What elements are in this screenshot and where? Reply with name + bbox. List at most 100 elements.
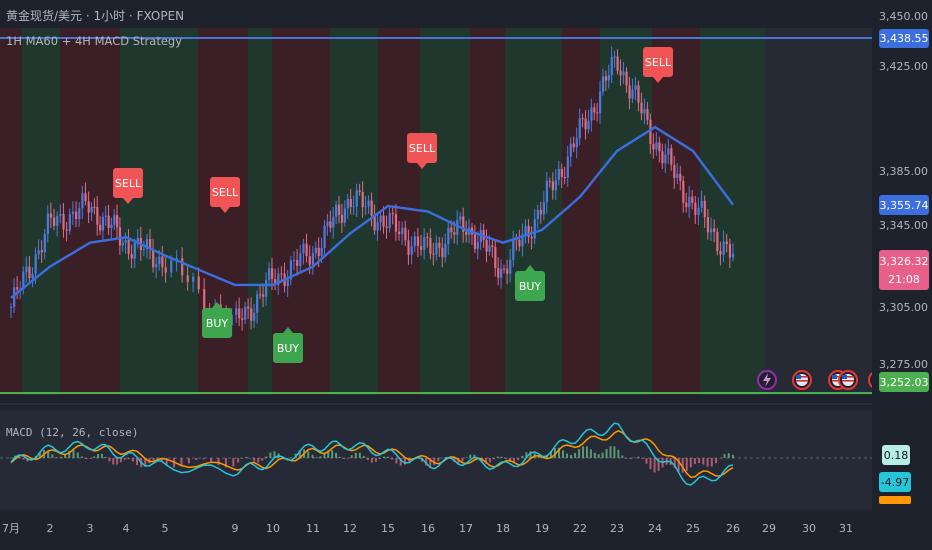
us-flag-event-icon-2[interactable] (838, 370, 858, 390)
macd-hist-bar (253, 458, 256, 462)
candle-body (379, 215, 382, 223)
lightning-event-icon[interactable] (757, 370, 777, 390)
candle-body (416, 236, 420, 247)
macd-hist-bar (582, 446, 585, 458)
ma-price-tag-text: 3,355.74 (880, 199, 929, 212)
candle-body (548, 181, 551, 183)
candle-body (22, 271, 25, 289)
candle-body (536, 209, 539, 220)
signal-labels[interactable]: SELL BUY SELL BUY SELL BUY SELL (113, 47, 673, 363)
candle-body (13, 287, 16, 307)
candle-body (488, 245, 491, 252)
candle-body (346, 198, 349, 209)
candle-body (40, 250, 43, 253)
signal-pointer (123, 198, 133, 204)
macd-hist-bar (195, 458, 198, 460)
macd-hist-bar (473, 454, 476, 458)
candle-body (170, 260, 173, 273)
time-label-14: 22 (573, 522, 587, 535)
signal-box (273, 333, 303, 363)
candle-body (462, 216, 465, 232)
candle-body (34, 254, 37, 274)
candle-body (121, 242, 124, 246)
macd-hist-bar (597, 454, 600, 458)
macd-hist-bar (461, 458, 464, 462)
strategy-zones (0, 28, 872, 395)
time-label-18: 26 (726, 522, 740, 535)
signal-box (210, 177, 240, 207)
time-axis[interactable]: 7月 2 3 4 5 9 10 11 12 15 16 17 18 19 22 23 24 25 26 29 30 31 (0, 512, 872, 550)
candle-body (142, 249, 146, 251)
candle-body (314, 247, 317, 254)
zone-bear-8 (378, 28, 420, 395)
candle-body (388, 213, 391, 228)
macd-hist-bar (585, 446, 588, 458)
macd-hist-bar (68, 450, 71, 458)
candle-body (560, 168, 563, 177)
candle-body (530, 236, 533, 239)
signal-text: BUY (206, 317, 229, 330)
macd-hist-bar (441, 457, 444, 459)
candle-body (340, 214, 344, 223)
macd-hist-bar (570, 454, 573, 458)
macd-hist-bar (641, 458, 644, 459)
symbol-title[interactable]: 黄金现货/美元 · 1小时 · FXOPEN (6, 8, 184, 23)
candle-body (551, 181, 554, 191)
signal-sell-2[interactable]: SELL (210, 177, 240, 213)
macd-hist-bar (180, 458, 183, 467)
macd-hist-bar (311, 454, 314, 458)
candle-body (447, 227, 450, 245)
candle-body (604, 76, 608, 81)
signal-buy-5[interactable]: BUY (515, 265, 545, 301)
price-axis[interactable]: 3,450.00 3,425.00 3,385.00 3,345.00 3,30… (872, 0, 932, 550)
candle-body (317, 247, 320, 257)
macd-hist-bar (10, 457, 12, 459)
candle-body (271, 268, 274, 280)
candle-body (49, 213, 53, 218)
candle-body (43, 233, 46, 253)
macd-hist-bar (187, 458, 190, 464)
macd-hist-bar (85, 458, 88, 460)
time-label-9: 15 (381, 522, 395, 535)
candle-body (394, 214, 398, 232)
candle-body (46, 213, 49, 234)
zone-bear-2 (60, 28, 120, 395)
flag-canton (796, 375, 801, 379)
candle-body (473, 234, 477, 249)
candle-body (643, 109, 646, 114)
signal-buy-1[interactable]: BUY (202, 302, 232, 338)
candle-body (326, 221, 329, 226)
candle-body (87, 201, 90, 213)
macd-hist-bar (496, 456, 499, 458)
signal-sell-6[interactable]: SELL (643, 47, 673, 83)
macd-hist-bar (557, 447, 560, 458)
candle-body (84, 193, 87, 202)
candle-body (491, 245, 494, 248)
signal-sell-0[interactable]: SELL (113, 168, 143, 204)
us-flag-event-icon-0[interactable] (792, 370, 812, 390)
macd-hist-bar (706, 458, 709, 467)
candle-body (722, 241, 725, 255)
macd-hist-bar (64, 453, 67, 458)
macd-hist-bar (245, 456, 248, 458)
candle-body (557, 168, 560, 180)
macd-hist-bar (645, 458, 648, 464)
macd-hist-bar (319, 456, 322, 458)
candle-body (203, 289, 206, 311)
indicator-title[interactable]: 1H MA60 + 4H MACD Strategy (6, 34, 182, 48)
candle-body (563, 176, 566, 178)
macd-hist-bar (354, 452, 357, 458)
signal-sell-4[interactable]: SELL (407, 133, 437, 169)
candle-body (691, 196, 694, 203)
signal-buy-3[interactable]: BUY (273, 327, 303, 363)
macd-hist-bar (525, 452, 528, 458)
macd-title[interactable]: MACD (12, 26, close) (6, 426, 138, 439)
candle-body (90, 206, 93, 213)
macd-hist-bar (144, 458, 147, 467)
candle-body (450, 227, 453, 233)
signal-value-tag (879, 496, 911, 504)
candle-body (133, 242, 136, 259)
candle-body (670, 148, 673, 165)
candle-body (367, 200, 370, 207)
